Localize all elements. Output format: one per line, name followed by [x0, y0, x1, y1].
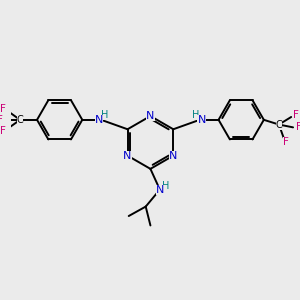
Text: N: N: [156, 184, 164, 195]
Text: C: C: [275, 119, 282, 130]
Text: N: N: [123, 151, 132, 161]
Text: N: N: [146, 111, 154, 121]
Text: N: N: [169, 151, 178, 161]
Text: F: F: [0, 103, 6, 113]
Text: N: N: [197, 115, 206, 125]
Text: F: F: [296, 122, 300, 132]
Text: H: H: [162, 181, 169, 191]
Text: N: N: [95, 115, 103, 125]
Text: H: H: [192, 110, 200, 120]
Text: H: H: [101, 110, 109, 120]
Text: F: F: [0, 126, 6, 136]
Text: F: F: [0, 115, 3, 125]
Text: F: F: [293, 110, 299, 120]
Text: F: F: [283, 137, 289, 148]
Text: C: C: [17, 115, 23, 125]
